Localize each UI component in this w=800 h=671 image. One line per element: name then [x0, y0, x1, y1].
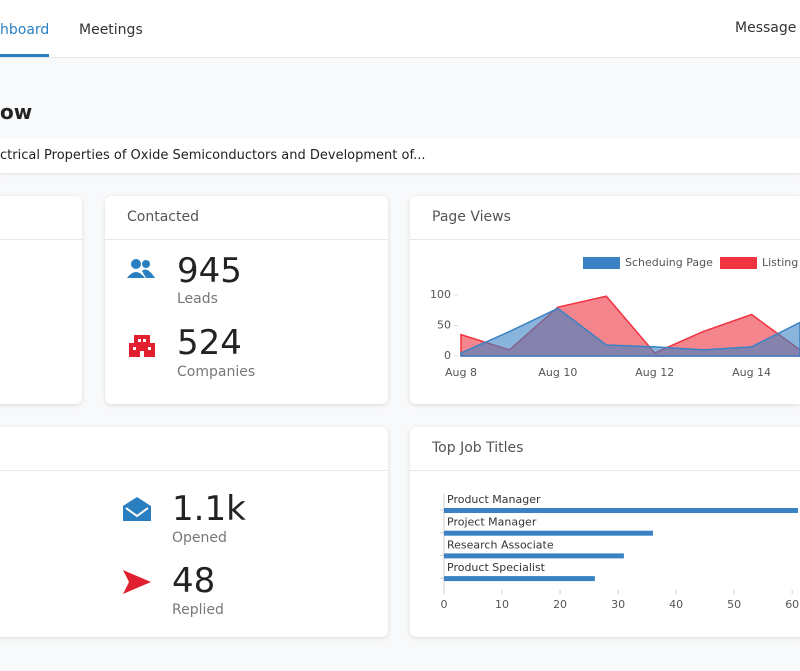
stat-value: 945 [177, 251, 242, 291]
stat-value: 48 [172, 561, 216, 601]
bar-label: Research Associate [447, 538, 554, 551]
outreach-card: 1.1k Opened 48 Replied [0, 427, 388, 637]
bar-chart: 0 10 20 30 40 50 60 Product Manager Project Mana… [440, 493, 799, 611]
nav-link[interactable]: Message [735, 20, 797, 36]
project-name: ctrical Properties of Oxide Semiconducto… [0, 148, 426, 163]
bar [444, 553, 624, 559]
nav-tab[interactable]: Meetings [79, 22, 143, 38]
stat-value: 1.1k [172, 489, 246, 529]
stat-label: Leads [177, 291, 218, 307]
legend-label: Scheduing Page [625, 256, 713, 269]
x-tick-label: 10 [495, 598, 509, 611]
x-tick-label: Aug 10 [538, 366, 577, 379]
stat-value: 524 [177, 323, 242, 363]
bar-label: Project Manager [447, 516, 537, 529]
y-tick-label: 50 [437, 319, 451, 332]
bar [444, 576, 595, 582]
x-tick-label: 60 [785, 598, 799, 611]
card-title: Contacted [127, 209, 199, 225]
page-title: ow [0, 100, 33, 124]
stat-label: Replied [172, 602, 224, 618]
bar-label: Product Specialist [447, 561, 546, 574]
legend-label: Listing P [762, 256, 800, 269]
area [460, 307, 800, 357]
x-tick-label: Aug 8 [445, 366, 477, 379]
contacted-card: Contacted 945 Leads 524 Companies [105, 196, 388, 404]
stat-label: Opened [172, 530, 227, 546]
nav-tab[interactable]: hboard [0, 22, 50, 38]
x-tick-label: 20 [553, 598, 567, 611]
tab-underline [0, 54, 49, 57]
x-tick-label: 0 [441, 598, 448, 611]
y-tick-label: 100 [430, 288, 451, 301]
project-bar[interactable] [0, 138, 800, 173]
bar-label: Product Manager [447, 493, 541, 506]
replied-icon [123, 570, 151, 594]
x-tick-label: 50 [727, 598, 741, 611]
y-tick-label: 0 [444, 349, 451, 362]
leads-icon [127, 259, 155, 278]
x-tick-label: Aug 14 [732, 366, 771, 379]
nav-bar [0, 0, 800, 58]
x-tick-label: 40 [669, 598, 683, 611]
bar [444, 530, 653, 536]
stat-label: Companies [177, 364, 256, 380]
card-title: Top Job Titles [432, 440, 524, 456]
card-title: Page Views [432, 209, 511, 225]
area-chart: 0 50 100 Aug 8 Aug 10 Aug 12 Aug 14 Scheduing P… [430, 256, 800, 379]
x-tick-label: Aug 12 [635, 366, 674, 379]
x-tick-label: 30 [611, 598, 625, 611]
card [0, 196, 82, 404]
bar [444, 508, 798, 513]
legend-swatch [720, 257, 757, 269]
opened-icon [123, 497, 151, 521]
companies-icon [129, 335, 155, 357]
legend-swatch [583, 257, 620, 269]
